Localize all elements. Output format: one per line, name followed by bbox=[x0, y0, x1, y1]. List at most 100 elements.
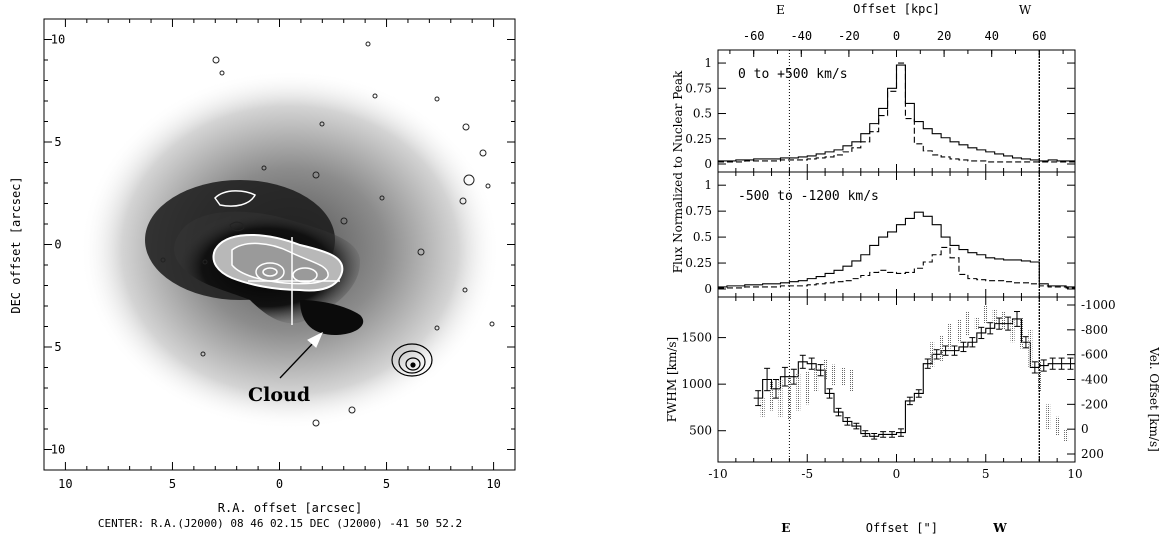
velocity-bar bbox=[1010, 317, 1015, 343]
velocity-bar bbox=[832, 364, 837, 386]
right-y-tick-label: -200 bbox=[1081, 397, 1108, 411]
top-axis-label: Offset [kpc] bbox=[853, 2, 940, 16]
nucleus-contours-inner bbox=[262, 267, 278, 277]
top-axis-tick-label: 0 bbox=[893, 29, 900, 43]
image-y-tick-label: 10 bbox=[51, 33, 65, 47]
panel-label: 0 to +500 km/s bbox=[738, 67, 848, 82]
bottom-east-label: E bbox=[781, 521, 790, 535]
y-tick-label: 0.5 bbox=[693, 230, 712, 244]
velocity-bar bbox=[948, 323, 953, 349]
image-center-coordinates: CENTER: R.A.(J2000) 08 46 02.15 DEC (J20… bbox=[98, 517, 462, 530]
scattered-contours bbox=[160, 41, 495, 427]
right-y-tick-label: -600 bbox=[1081, 348, 1108, 362]
velocity-bar bbox=[1037, 360, 1042, 392]
velocity-bar bbox=[760, 398, 765, 417]
cloud-arrow bbox=[279, 339, 317, 379]
right-y-tick-label: -400 bbox=[1081, 373, 1108, 387]
image-x-tick-label: 5 bbox=[383, 477, 390, 491]
velocity-bar bbox=[840, 367, 845, 386]
panel-2: 0 0.25 0.5 0.75 1 -500 to -1200 km/s bbox=[685, 171, 1076, 298]
cloud-label: Cloud bbox=[248, 384, 310, 406]
y-tick-label: 0.5 bbox=[693, 107, 712, 121]
velocity-bar bbox=[1028, 329, 1033, 368]
top-axis-tick-label: -60 bbox=[743, 29, 765, 43]
image-axes: 10 5 0 5 10 10 5 0 5 10 bbox=[44, 19, 515, 491]
bottom-axis-label: Offset ["] bbox=[866, 521, 938, 535]
series-solid bbox=[718, 211, 1075, 288]
image-y-tick-label: 10 bbox=[51, 443, 65, 457]
series-dashed bbox=[718, 62, 1075, 163]
image-y-tick-label: 5 bbox=[54, 340, 61, 354]
image-y-tick-label: 0 bbox=[54, 238, 61, 252]
x-tick-label: 5 bbox=[982, 467, 990, 481]
velocity-bar bbox=[1064, 429, 1069, 442]
panel-label: -500 to -1200 km/s bbox=[738, 189, 879, 204]
upper-white-contour bbox=[214, 190, 257, 207]
y-tick-label: 1500 bbox=[681, 331, 712, 345]
y-tick-label: 0.75 bbox=[685, 204, 712, 218]
y-tick-label: 0.75 bbox=[685, 81, 712, 95]
panel-1: 0 0.25 0.5 0.75 1 0 to +500 km/s bbox=[685, 49, 1076, 173]
velocity-bar bbox=[992, 309, 997, 324]
right-y-tick-label: 0 bbox=[1081, 422, 1089, 436]
image-x-tick-label: 10 bbox=[58, 477, 72, 491]
velocity-bar bbox=[1046, 404, 1051, 430]
top-axis-tick-label: 60 bbox=[1032, 29, 1046, 43]
y-tick-label: 0.25 bbox=[685, 132, 712, 146]
velocity-bar bbox=[787, 377, 792, 420]
series-dashed bbox=[718, 246, 1075, 289]
top-axis-tick-label: -20 bbox=[838, 29, 860, 43]
velocity-bar bbox=[1019, 317, 1024, 349]
y-tick-label: 1 bbox=[704, 178, 712, 192]
image-x-tick-label: 10 bbox=[486, 477, 500, 491]
x-tick-label: -10 bbox=[708, 467, 727, 481]
x-tick-label: 10 bbox=[1067, 467, 1082, 481]
velocity-bar bbox=[823, 359, 828, 380]
x-tick-label: -5 bbox=[801, 467, 813, 481]
top-axis-tick-label: 40 bbox=[984, 29, 998, 43]
right-y-tick-label: -1000 bbox=[1081, 298, 1116, 312]
y-tick-label: 0 bbox=[704, 282, 712, 296]
velocity-bar bbox=[1055, 416, 1060, 436]
velocity-bar bbox=[974, 317, 979, 330]
image-panel: Cloud 10 5 0 5 10 10 5 0 5 10 DEC offset [arcsec]… bbox=[9, 18, 516, 530]
y-axis-label: FWHM [km/s] bbox=[665, 337, 679, 422]
velocity-bar bbox=[956, 319, 961, 343]
shared-y-axis-label: Flux Normalized to Nuclear Peak bbox=[671, 70, 685, 273]
image-x-tick-label: 5 bbox=[169, 477, 176, 491]
top-east-label: E bbox=[776, 3, 785, 17]
velocity-bar bbox=[930, 342, 935, 368]
image-x-tick-label: 0 bbox=[276, 477, 283, 491]
right-y-tick-label: -800 bbox=[1081, 323, 1108, 337]
top-west-label: W bbox=[1019, 3, 1032, 17]
x-tick-label: 0 bbox=[893, 467, 901, 481]
velocity-bar bbox=[849, 369, 854, 392]
y-tick-label: 1 bbox=[704, 56, 712, 70]
right-y-axis-label: Vel. Offset [km/s] bbox=[1147, 346, 1161, 452]
cloud-region bbox=[300, 300, 364, 335]
y-tick-label: 500 bbox=[689, 424, 712, 438]
bottom-west-label: W bbox=[992, 521, 1007, 535]
panel-3: 500100015002000-200-400-600-800-1000Vel.… bbox=[665, 296, 1161, 481]
velocity-bar bbox=[1001, 311, 1006, 330]
y-tick-label: 0 bbox=[704, 157, 712, 171]
velocity-bar bbox=[814, 367, 819, 392]
y-tick-label: 0.25 bbox=[685, 256, 712, 270]
top-axis-tick-label: -40 bbox=[790, 29, 812, 43]
y-tick-label: 1000 bbox=[681, 377, 712, 391]
velocity-bar bbox=[805, 372, 810, 405]
image-y-axis-label: DEC offset [arcsec] bbox=[9, 176, 23, 313]
velocity-bar bbox=[939, 336, 944, 361]
velocity-bar bbox=[778, 379, 783, 417]
top-axis-tick-label: 20 bbox=[937, 29, 951, 43]
image-y-tick-label: 5 bbox=[54, 135, 61, 149]
image-x-axis-label: R.A. offset [arcsec] bbox=[218, 501, 363, 515]
right-y-tick-label: 200 bbox=[1081, 447, 1104, 461]
velocity-bar bbox=[983, 305, 988, 324]
secondary-contours bbox=[292, 267, 318, 283]
cloud-arrow-head bbox=[307, 331, 323, 348]
velocity-bar bbox=[796, 373, 801, 411]
compact-source-contours bbox=[391, 343, 433, 377]
